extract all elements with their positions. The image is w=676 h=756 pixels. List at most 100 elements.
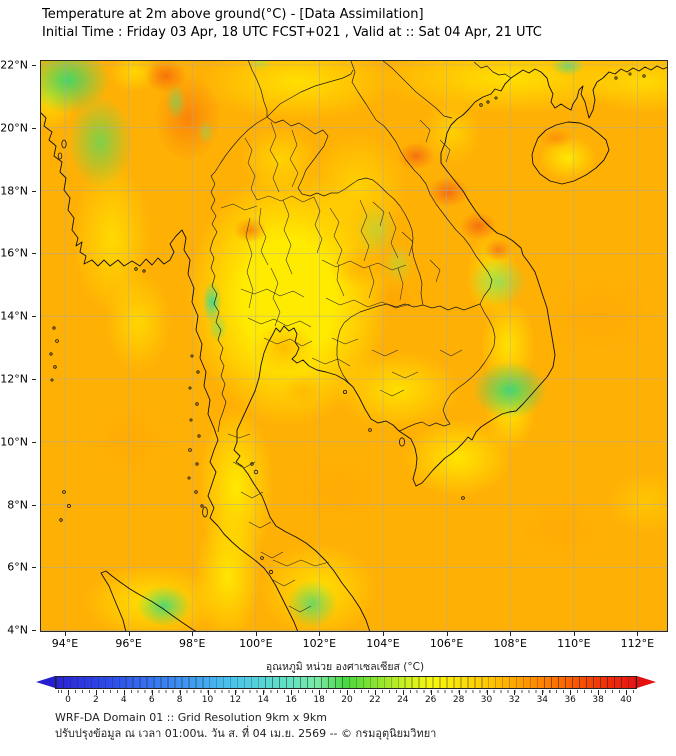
colorbar-tick-label: 6: [148, 695, 155, 705]
colorbar-tick-label: 22: [369, 695, 381, 705]
x-axis-tick: [128, 632, 130, 636]
colorbar-tick-label: 30: [480, 695, 493, 705]
x-axis-tick: [510, 632, 512, 636]
colorbar-tick-label: 36: [564, 695, 576, 705]
colorbar-tick: [291, 690, 293, 695]
footer: WRF-DA Domain 01 :: Grid Resolution 9km …: [55, 710, 436, 742]
x-axis-tick: [573, 632, 575, 636]
colorbar-tick-label: 12: [229, 695, 242, 705]
y-axis-tick-label: 12°N: [0, 372, 28, 386]
colorbar-title: อุณหภูมิ หน่วย องศาเซลเซียส (°C): [265, 661, 425, 673]
footer-domain-info: WRF-DA Domain 01 :: Grid Resolution 9km …: [55, 711, 327, 724]
x-axis-tick: [637, 632, 639, 636]
y-axis-tick-label: 16°N: [0, 246, 28, 260]
x-axis-tick: [65, 632, 66, 636]
colorbar-tick: [179, 690, 181, 695]
page-subtitle: Initial Time : Friday 03 Apr, 18 UTC FCS…: [42, 25, 542, 40]
x-axis-tick: [255, 632, 257, 636]
colorbar-tick-label: 4: [120, 695, 127, 705]
temperature-field: [40, 60, 668, 632]
colorbar-tick: [235, 690, 237, 695]
colorbar-tick-label: 40: [620, 695, 632, 705]
y-axis-tick-label: 22°N: [0, 58, 28, 72]
colorbar-tick: [486, 690, 488, 695]
map-area: [40, 60, 668, 632]
y-axis-tick-label: 20°N: [0, 121, 28, 135]
colorbar-tick-label: 0: [65, 695, 71, 705]
x-axis-tick-label: 96°E: [115, 637, 142, 650]
colorbar-tick: [319, 690, 321, 695]
y-axis-tick-label: 8°N: [7, 498, 28, 512]
colorbar-tick-label: 10: [201, 695, 214, 705]
grid-lines: [40, 60, 668, 632]
y-axis-tick-label: 14°N: [0, 309, 28, 323]
colorbar-ticks: 0 2 4 6 8 10 12 14 16 18 20 22 24 26 28 30 32 34 36 38 40: [55, 690, 637, 708]
colorbar-tick: [95, 690, 97, 695]
y-axis-tick: [32, 127, 36, 129]
colorbar-gradient: [55, 676, 637, 689]
y-axis-tick-label: 4°N: [7, 623, 28, 637]
y-axis-tick: [32, 190, 36, 192]
y-axis-tick: [32, 379, 36, 380]
x-axis-tick: [383, 632, 384, 636]
page-title: Temperature at 2m above ground(°C) - [Da…: [42, 7, 424, 22]
x-axis-tick-label: 108°E: [493, 637, 527, 650]
longitude-axis: 94°E 96°E 98°E 100°E 102°E 104°E 106°E 108°E 110…: [40, 632, 668, 654]
colorbar-tick-label: 28: [452, 695, 465, 705]
colorbar-tick: [626, 690, 627, 695]
x-axis-tick-label: 100°E: [239, 637, 273, 650]
colorbar-tick: [263, 690, 265, 695]
province-borders: [220, 119, 463, 613]
y-axis-tick: [32, 567, 36, 569]
colorbar-minor-ticks: [55, 690, 637, 693]
colorbar-tick: [514, 690, 516, 695]
y-axis-tick-label: 6°N: [7, 560, 28, 574]
colorbar-tick: [123, 690, 125, 695]
x-axis-tick: [446, 632, 448, 636]
colorbar-tick-label: 32: [508, 695, 521, 705]
x-axis-tick: [319, 632, 321, 636]
x-axis-tick-label: 104°E: [366, 637, 400, 650]
y-axis-tick: [32, 65, 36, 66]
colorbar-tick: [430, 690, 432, 695]
colorbar-tick: [458, 690, 460, 695]
country-borders: [209, 60, 512, 433]
colorbar-left-arrow: [36, 676, 55, 688]
map-overlay: [40, 60, 668, 632]
header: Temperature at 2m above ground(°C) - [Da…: [42, 6, 542, 42]
colorbar-tick-label: 16: [285, 695, 297, 705]
colorbar-tick-label: 34: [536, 695, 549, 705]
map-frame: [40, 60, 668, 632]
x-axis-tick: [192, 632, 194, 636]
colorbar-tick: [151, 690, 153, 695]
y-axis-tick: [32, 630, 36, 632]
colorbar-tick: [207, 690, 209, 695]
y-axis-tick: [32, 316, 36, 318]
x-axis-tick-label: 94°E: [51, 637, 79, 650]
colorbar-tick-label: 38: [592, 695, 604, 705]
colorbar-tick-label: 26: [424, 695, 437, 705]
islands: [49, 72, 646, 575]
colorbar-tick: [598, 690, 600, 695]
y-axis-tick: [32, 253, 36, 255]
colorbar-tick-label: 20: [341, 695, 353, 705]
y-axis-tick-label: 10°N: [0, 435, 28, 449]
colorbar-tick: [402, 690, 404, 695]
colorbar-tick: [68, 690, 69, 695]
x-axis-tick-label: 110°E: [557, 637, 591, 650]
colorbar-right-arrow: [637, 676, 656, 688]
colorbar-tick: [347, 690, 348, 695]
x-axis-tick-label: 112°E: [620, 637, 655, 650]
x-axis-tick-label: 106°E: [429, 637, 464, 650]
colorbar-tick: [570, 690, 572, 695]
colorbar-tick-label: 24: [397, 695, 409, 705]
footer-update-info: ปรับปรุงข้อมูล ณ เวลา 01:00น. วัน ส. ที่…: [55, 727, 437, 740]
colorbar-tick-label: 8: [176, 695, 183, 705]
colorbar-tick: [542, 690, 544, 695]
latitude-axis: 22°N 20°N 18°N 16°N 14°N 12°N 10°N 8°N 6°N 4°N: [0, 58, 36, 637]
x-axis-tick-label: 98°E: [178, 637, 206, 650]
y-axis-tick-label: 18°N: [0, 184, 28, 198]
y-axis-tick: [32, 504, 36, 506]
colorbar-tick: [374, 690, 376, 695]
